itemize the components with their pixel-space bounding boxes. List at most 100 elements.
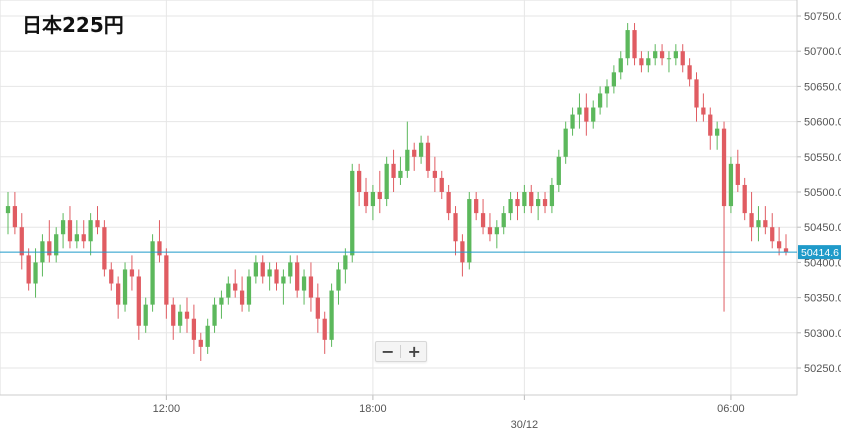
candle-body bbox=[522, 192, 527, 207]
candle-body bbox=[391, 163, 396, 178]
candle-body bbox=[274, 269, 279, 284]
candle-body bbox=[515, 199, 520, 207]
candle-body bbox=[157, 241, 162, 256]
candle-body bbox=[474, 199, 479, 214]
y-tick-label: 50750.0 bbox=[804, 11, 841, 23]
zoom-separator bbox=[400, 345, 402, 358]
candle-body bbox=[756, 220, 761, 228]
candle-body bbox=[776, 241, 782, 249]
candle-body bbox=[735, 163, 740, 185]
candle-body bbox=[646, 58, 651, 66]
y-tick-label: 50400.0 bbox=[804, 257, 841, 269]
plot-area bbox=[0, 0, 798, 396]
candle-body bbox=[584, 107, 589, 122]
candle-body bbox=[322, 318, 327, 340]
candle-body bbox=[563, 128, 568, 157]
candle-body bbox=[12, 206, 18, 228]
candle-body bbox=[680, 51, 685, 66]
x-tick-label: 18:00 bbox=[359, 403, 387, 415]
candle-body bbox=[453, 213, 458, 242]
candle-body bbox=[673, 51, 678, 59]
candle-body bbox=[694, 79, 699, 108]
candle-body bbox=[116, 283, 121, 305]
y-tick-label: 50250.0 bbox=[804, 363, 841, 375]
current-price-badge bbox=[798, 245, 841, 260]
candle-body bbox=[226, 283, 231, 298]
candle-body bbox=[625, 30, 630, 59]
candle-body bbox=[549, 184, 555, 207]
candle-body bbox=[418, 142, 424, 157]
candle-body bbox=[336, 269, 341, 291]
candle-body bbox=[164, 255, 169, 305]
candle-body bbox=[446, 192, 451, 214]
candle-body bbox=[5, 206, 11, 214]
candle-body bbox=[54, 234, 59, 256]
candle-body bbox=[536, 199, 541, 207]
candle-body bbox=[129, 269, 135, 277]
candle-body bbox=[47, 241, 52, 256]
candle-body bbox=[122, 269, 128, 305]
candle-body bbox=[666, 58, 672, 60]
candle-body bbox=[267, 269, 272, 277]
candle-body bbox=[611, 72, 617, 87]
candle-body bbox=[136, 276, 141, 326]
candle-body bbox=[604, 86, 610, 94]
candle-body bbox=[177, 311, 183, 326]
candle-body bbox=[281, 276, 286, 284]
candle-body bbox=[198, 339, 203, 347]
candle-body bbox=[556, 156, 561, 185]
candle-body bbox=[67, 220, 73, 242]
candle-body bbox=[577, 107, 582, 115]
candle-body bbox=[432, 170, 438, 178]
candle-body bbox=[308, 276, 314, 298]
candle-body bbox=[653, 51, 658, 59]
candle-body bbox=[487, 227, 493, 235]
candle-body bbox=[26, 255, 31, 284]
candle-body bbox=[597, 93, 603, 108]
candle-body bbox=[301, 276, 307, 291]
candle-body bbox=[171, 304, 176, 326]
candle-body bbox=[219, 297, 224, 305]
candle-body bbox=[728, 163, 734, 207]
candle-body bbox=[687, 65, 692, 80]
candle-body bbox=[632, 30, 637, 59]
current-price-label: 50414.6 bbox=[801, 247, 839, 259]
candle-body bbox=[150, 241, 155, 305]
x-tick-label: 12:00 bbox=[153, 403, 181, 415]
candle-body bbox=[721, 128, 727, 207]
zoom-in-button[interactable]: + bbox=[407, 342, 421, 361]
candle-body bbox=[377, 192, 382, 200]
candle-body bbox=[329, 290, 334, 340]
candle-body bbox=[701, 107, 706, 115]
zoom-out-button[interactable]: − bbox=[381, 342, 395, 361]
candle-body bbox=[102, 227, 107, 270]
candle-body bbox=[143, 304, 148, 326]
candle-body bbox=[501, 213, 506, 228]
y-tick-label: 50650.0 bbox=[804, 81, 841, 93]
candle-body bbox=[508, 199, 513, 214]
candle-body bbox=[708, 114, 713, 136]
candle-body bbox=[480, 213, 486, 228]
y-tick-label: 50500.0 bbox=[804, 187, 841, 199]
candle-body bbox=[253, 262, 258, 277]
candle-body bbox=[370, 192, 376, 207]
candle-body bbox=[205, 325, 210, 347]
candle-body bbox=[356, 170, 362, 192]
candle-body bbox=[33, 262, 38, 284]
candle-body bbox=[363, 192, 369, 207]
candle-body bbox=[95, 220, 100, 228]
candle-body bbox=[260, 262, 265, 277]
candle-body bbox=[570, 114, 575, 129]
candle-body bbox=[529, 192, 534, 207]
y-tick-label: 50300.0 bbox=[804, 328, 841, 340]
candle-body bbox=[715, 128, 720, 136]
y-tick-label: 50550.0 bbox=[804, 152, 841, 164]
candle-body bbox=[742, 184, 747, 214]
candle-body bbox=[412, 149, 417, 157]
candle-body bbox=[88, 220, 93, 242]
candle-body bbox=[763, 220, 768, 228]
candle-body bbox=[770, 227, 775, 242]
zoom-controls: − + bbox=[375, 341, 427, 362]
candle-body bbox=[405, 149, 410, 171]
candle-body bbox=[19, 227, 24, 256]
